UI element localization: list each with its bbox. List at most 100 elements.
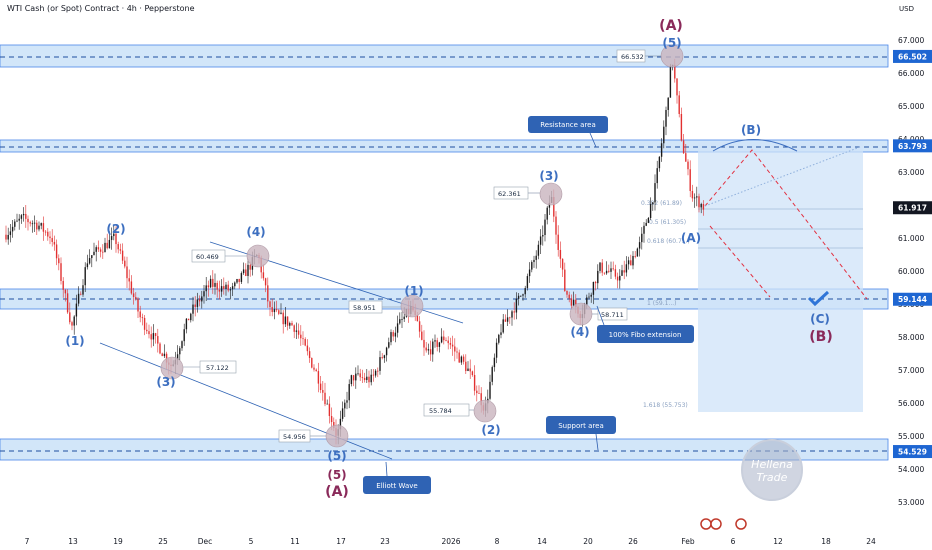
candle-body <box>269 301 271 308</box>
us-flag-icon <box>710 518 722 530</box>
candle-body <box>352 375 355 381</box>
resistance-zone <box>0 139 889 153</box>
top-zone <box>0 44 889 68</box>
candle-body <box>544 219 546 236</box>
candle-body <box>220 286 223 292</box>
candle-body <box>110 236 113 240</box>
candle-body <box>528 269 531 277</box>
candle-body <box>348 384 350 401</box>
candle-body <box>163 353 166 357</box>
candle-body <box>295 330 298 332</box>
price-badges: 66.502 63.793 61.917 59.144 54.529 <box>893 49 932 459</box>
candle-body <box>656 168 658 184</box>
price-badge <box>893 201 932 215</box>
time-axis[interactable]: 7 13 19 25 Dec 5 11 17 23 2026 8 14 20 26 Feb 6 12 18 24 <box>25 537 876 546</box>
x-tick-label: 24 <box>866 537 876 546</box>
x-tick-label: Feb <box>681 537 695 546</box>
us-flag-icon <box>700 518 712 530</box>
y-tick-label: 57.000 <box>898 366 924 375</box>
candle-body <box>427 349 430 351</box>
fib-label: 1.618 (55.753) <box>643 402 688 409</box>
candle-body <box>7 234 9 240</box>
x-tick-label: 12 <box>773 537 783 546</box>
swing-bubble <box>325 424 349 448</box>
candle-body <box>401 319 403 320</box>
price-badge-label: 54.529 <box>898 448 927 457</box>
fib-labels: 0.382 (61.89) 0.5 (61.305) 0.618 (60.7..… <box>641 200 690 409</box>
candle-body <box>632 255 634 266</box>
candle-body <box>594 281 597 284</box>
candle-body <box>80 293 82 295</box>
elliott-callout-text: Elliott Wave <box>376 482 417 490</box>
candle-body <box>108 239 111 249</box>
x-tick-label: Dec <box>198 537 213 546</box>
candle-body <box>38 225 40 230</box>
candle-body <box>465 361 467 371</box>
candle-body <box>161 353 163 357</box>
fib-lines <box>698 208 863 249</box>
candle-body <box>548 202 551 208</box>
price-axis[interactable]: 67.00066.00065.00064.00063.00062.00061.0… <box>898 36 924 507</box>
candle-body <box>267 285 269 302</box>
candle-body <box>245 269 247 276</box>
candle-body <box>5 234 7 240</box>
swing-value-label: 58.711 <box>601 311 624 319</box>
candle-body <box>425 347 427 351</box>
candle-body <box>9 231 12 235</box>
candle-body <box>333 422 335 429</box>
candle-body <box>51 238 53 242</box>
wave-label: (A) <box>681 231 701 245</box>
candle-body <box>603 272 606 274</box>
swing-bubble <box>539 182 563 206</box>
candle-body <box>297 330 300 335</box>
candle-body <box>339 418 342 430</box>
candle-body <box>429 349 432 355</box>
candle-body <box>491 367 493 382</box>
wave-label: (4) <box>246 225 265 239</box>
candle-body <box>568 294 570 299</box>
candle-body <box>190 313 192 321</box>
x-tick-label: 6 <box>731 537 736 546</box>
candle-body <box>44 231 47 233</box>
candle-body <box>55 244 58 259</box>
candle-body <box>480 393 482 406</box>
candle-body <box>49 236 51 239</box>
wave-label: (A) <box>659 18 683 34</box>
candle-body <box>319 383 322 390</box>
candle-body <box>205 285 207 292</box>
candle-body <box>341 408 344 419</box>
y-tick-label: 60.000 <box>898 267 924 276</box>
price-badge <box>893 292 932 306</box>
candle-body <box>181 341 183 349</box>
candle-body <box>113 233 115 237</box>
candle-body <box>146 329 148 332</box>
projection-path <box>704 149 868 300</box>
candle-body <box>300 334 302 339</box>
candle-body <box>275 309 278 311</box>
candle-body <box>350 375 353 385</box>
candle-body <box>185 318 188 330</box>
candle-body <box>462 356 465 362</box>
checkmark-icon <box>807 290 830 307</box>
candle-body <box>436 340 438 347</box>
candle-body <box>324 392 326 405</box>
candle-body <box>229 289 232 291</box>
candle-body <box>647 218 650 223</box>
candle-body <box>357 373 359 375</box>
candle-body <box>685 153 687 162</box>
candle-body <box>680 113 683 141</box>
candle-body <box>227 284 229 291</box>
candle-body <box>535 255 537 260</box>
candle-body <box>616 276 619 281</box>
candle-body <box>194 304 196 307</box>
currency-label[interactable]: USD <box>899 5 914 13</box>
candle-body <box>539 236 542 245</box>
candle-body <box>280 312 282 314</box>
candle-body <box>493 357 496 368</box>
candle-body <box>36 222 38 230</box>
fibo-callout <box>597 325 694 343</box>
candle-body <box>124 260 126 267</box>
candle-body <box>599 262 601 271</box>
candle-body <box>238 278 240 282</box>
